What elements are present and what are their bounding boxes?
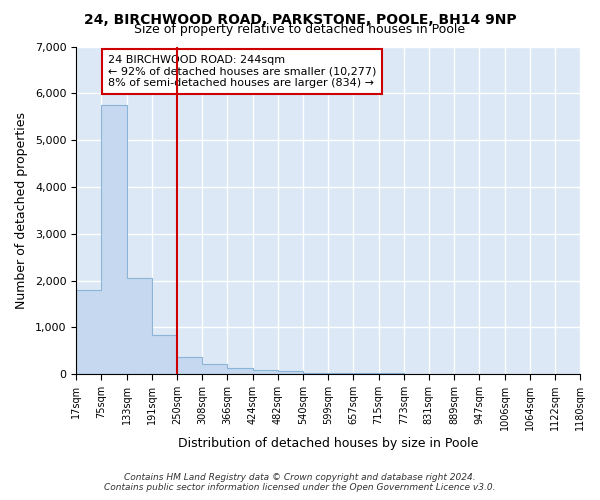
Text: 24 BIRCHWOOD ROAD: 244sqm
← 92% of detached houses are smaller (10,277)
8% of se: 24 BIRCHWOOD ROAD: 244sqm ← 92% of detac… <box>108 55 376 88</box>
X-axis label: Distribution of detached houses by size in Poole: Distribution of detached houses by size … <box>178 437 478 450</box>
Y-axis label: Number of detached properties: Number of detached properties <box>15 112 28 309</box>
Text: 24, BIRCHWOOD ROAD, PARKSTONE, POOLE, BH14 9NP: 24, BIRCHWOOD ROAD, PARKSTONE, POOLE, BH… <box>83 12 517 26</box>
Text: Contains HM Land Registry data © Crown copyright and database right 2024.
Contai: Contains HM Land Registry data © Crown c… <box>104 473 496 492</box>
Text: Size of property relative to detached houses in Poole: Size of property relative to detached ho… <box>134 22 466 36</box>
